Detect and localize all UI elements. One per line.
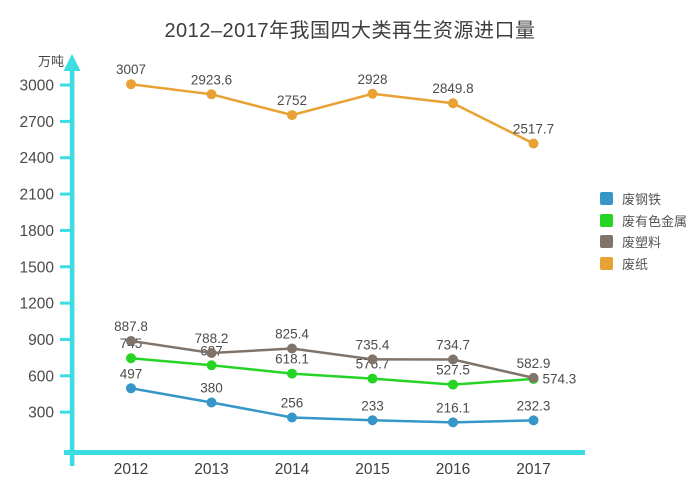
- svg-text:2400: 2400: [20, 150, 55, 167]
- legend-swatch-nonferrous-metal: [600, 213, 613, 227]
- svg-text:1200: 1200: [20, 296, 55, 313]
- svg-text:618.1: 618.1: [275, 352, 309, 367]
- svg-text:2928: 2928: [357, 72, 387, 87]
- svg-text:735.4: 735.4: [356, 337, 390, 352]
- legend-swatch-scrap-steel: [600, 192, 613, 206]
- svg-text:3000: 3000: [20, 78, 55, 95]
- legend-item-waste-paper: 废纸: [600, 253, 687, 275]
- svg-text:2014: 2014: [275, 461, 310, 478]
- svg-text:233: 233: [361, 398, 384, 413]
- svg-text:734.7: 734.7: [436, 337, 470, 352]
- svg-text:600: 600: [28, 368, 54, 385]
- svg-text:2013: 2013: [194, 461, 228, 478]
- svg-text:2100: 2100: [20, 187, 55, 204]
- legend-label-waste-plastic: 废塑料: [622, 235, 662, 251]
- legend-item-waste-plastic: 废塑料: [600, 231, 687, 253]
- legend-label-waste-paper: 废纸: [622, 256, 649, 272]
- svg-text:825.4: 825.4: [275, 327, 309, 342]
- legend-item-scrap-steel: 废钢铁: [600, 188, 687, 210]
- svg-text:2700: 2700: [20, 114, 55, 131]
- svg-text:2012: 2012: [114, 461, 148, 478]
- svg-text:900: 900: [28, 332, 54, 349]
- svg-text:256: 256: [281, 395, 304, 410]
- svg-text:1800: 1800: [20, 223, 55, 240]
- svg-text:2849.8: 2849.8: [432, 81, 473, 96]
- legend-label-scrap-steel: 废钢铁: [622, 192, 662, 208]
- svg-text:232.3: 232.3: [517, 398, 551, 413]
- y-axis-unit-label: 万吨: [37, 54, 64, 69]
- svg-text:1500: 1500: [20, 259, 55, 276]
- legend-swatch-waste-paper: [600, 256, 613, 270]
- svg-text:887.8: 887.8: [114, 319, 148, 334]
- legend-item-nonferrous-metal: 废有色金属: [600, 210, 687, 232]
- legend-label-nonferrous-metal: 废有色金属: [622, 213, 688, 229]
- legend: 废钢铁 废有色金属 废塑料 废纸: [600, 188, 687, 274]
- svg-text:788.2: 788.2: [195, 331, 229, 346]
- svg-text:2015: 2015: [355, 461, 389, 478]
- chart-title: 2012–2017年我国四大类再生资源进口量: [164, 20, 536, 42]
- legend-swatch-waste-plastic: [600, 235, 613, 249]
- svg-text:2752: 2752: [277, 93, 307, 108]
- svg-text:2017: 2017: [516, 461, 550, 478]
- svg-text:574.3: 574.3: [543, 371, 577, 386]
- svg-text:216.1: 216.1: [436, 400, 470, 415]
- svg-text:380: 380: [200, 380, 223, 395]
- svg-text:300: 300: [28, 405, 54, 422]
- svg-text:2923.6: 2923.6: [191, 72, 232, 87]
- svg-text:3007: 3007: [116, 62, 146, 77]
- svg-text:582.9: 582.9: [517, 356, 551, 371]
- svg-text:2016: 2016: [436, 461, 470, 478]
- svg-text:2517.7: 2517.7: [513, 121, 554, 136]
- svg-text:527.5: 527.5: [436, 363, 470, 378]
- svg-text:497: 497: [120, 366, 143, 381]
